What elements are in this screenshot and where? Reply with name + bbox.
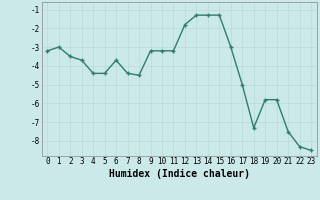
X-axis label: Humidex (Indice chaleur): Humidex (Indice chaleur) xyxy=(109,169,250,179)
